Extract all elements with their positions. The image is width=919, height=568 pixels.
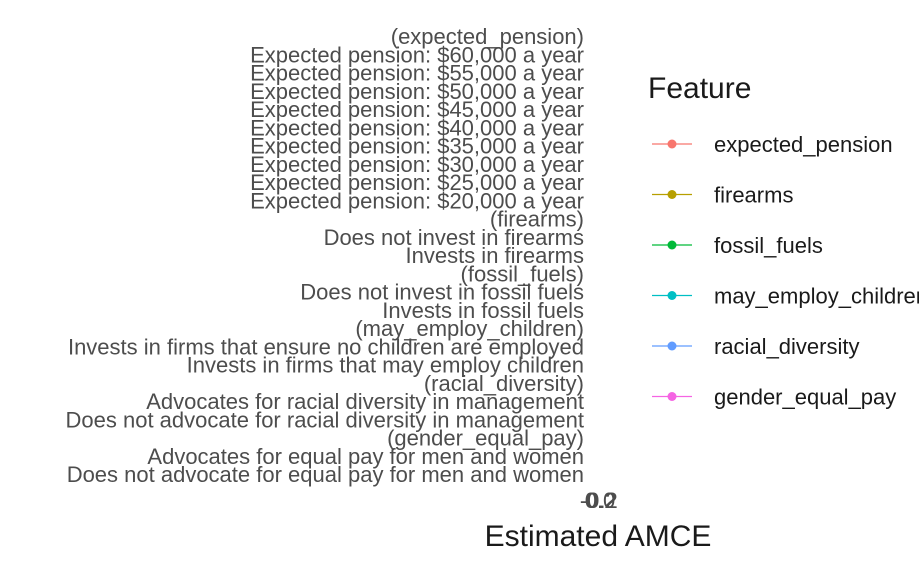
legend-key-point [667, 392, 677, 401]
y-tick-label: (racial_diversity) [424, 371, 584, 396]
legend-key-point [667, 139, 677, 149]
y-axis-labels: (expected_pension)Expected pension: $60,… [66, 24, 584, 487]
y-tick-label: Advocates for equal pay for men and wome… [147, 444, 584, 469]
y-tick-label: Expected pension: $35,000 a year [250, 134, 584, 159]
y-tick-label: Invests in fossil fuels [382, 298, 584, 323]
y-tick-label: Expected pension: $45,000 a year [250, 97, 584, 122]
legend: Feature expected_pension firearms fossil_f… [648, 72, 919, 410]
x-axis-ticks: -0.20.00.2 [580, 488, 618, 513]
y-tick-label: Does not advocate for equal pay for men … [67, 462, 584, 487]
y-tick-label: Does not invest in firearms [324, 225, 584, 250]
legend-key-point [667, 190, 677, 199]
y-tick-label: Invests in firms that may employ childre… [187, 353, 584, 378]
legend-entry-label: may_employ_children [714, 284, 919, 309]
y-tick-label: (firearms) [490, 207, 584, 232]
y-tick-label: Expected pension: $20,000 a year [250, 188, 584, 213]
x-tick-label: 0.0 [585, 488, 616, 513]
legend-key-point [667, 341, 677, 351]
legend-title: Feature [648, 72, 751, 105]
legend-key-point [667, 240, 677, 250]
legend-key-point [667, 291, 677, 300]
y-tick-label: Does not invest in fossil fuels [300, 280, 584, 305]
y-tick-label: Expected pension: $25,000 a year [250, 170, 584, 195]
y-tick-label: Invests in firearms [406, 243, 585, 268]
y-tick-label: Expected pension: $60,000 a year [250, 42, 584, 67]
y-tick-label: Invests in firms that ensure no children… [68, 334, 584, 359]
y-tick-label: Expected pension: $55,000 a year [250, 61, 584, 86]
y-tick-label: Advocates for racial diversity in manage… [146, 389, 584, 414]
y-tick-label: Expected pension: $50,000 a year [250, 79, 584, 104]
y-tick-label: (may_employ_children) [355, 316, 584, 341]
legend-entry-label: racial_diversity [714, 334, 860, 359]
y-tick-label: Does not advocate for racial diversity i… [66, 407, 584, 432]
y-tick-label: (fossil_fuels) [461, 261, 584, 286]
x-axis-title: Estimated AMCE [485, 520, 712, 553]
x-tick-label: -0.2 [580, 488, 618, 513]
y-tick-label: (expected_pension) [391, 24, 584, 49]
x-tick-label: 0.2 [586, 488, 617, 513]
legend-entry-label: expected_pension [714, 132, 893, 157]
legend-entry-label: gender_equal_pay [714, 385, 896, 410]
legend-entry-label: firearms [714, 183, 793, 208]
y-tick-label: (gender_equal_pay) [387, 426, 584, 451]
legend-entry-label: fossil_fuels [714, 233, 823, 258]
y-tick-label: Expected pension: $30,000 a year [250, 152, 584, 177]
y-tick-label: Expected pension: $40,000 a year [250, 115, 584, 140]
